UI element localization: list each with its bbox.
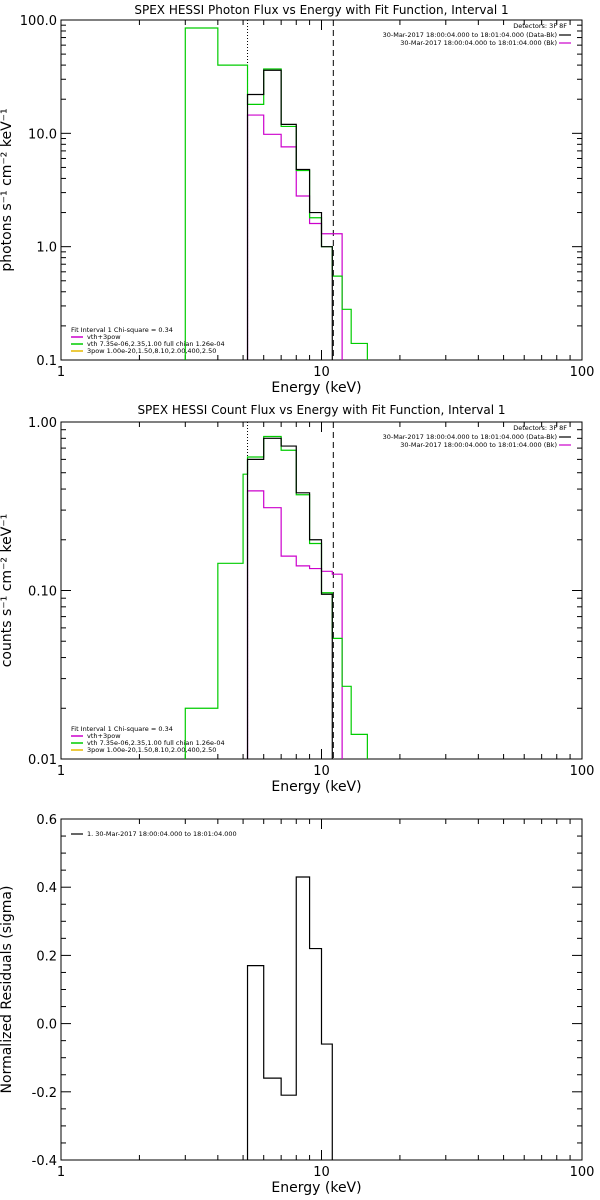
y-tick-label: -0.2: [32, 1086, 57, 1101]
series-1-line: [184, 435, 368, 759]
x-axis-label: Energy (keV): [271, 779, 361, 795]
legend-interval-1: 30-Mar-2017 18:00:04.000 to 18:01:04.000…: [400, 441, 557, 449]
legend-series-1: vth 7.35e-06,2.35,1.00 full chian 1.26e-…: [87, 340, 225, 348]
series-1-line: [184, 27, 368, 360]
y-tick-label: -0.4: [32, 1154, 57, 1169]
legend-detectors: Detectors: 3F 8F: [513, 424, 567, 432]
x-axis-label: Energy (keV): [271, 1180, 361, 1196]
legend-series-1: vth 7.35e-06,2.35,1.00 full chian 1.26e-…: [87, 739, 225, 747]
legend-series-2: 3pow 1.00e-20,1.50,8.10,2.00,400,2.50: [87, 746, 216, 754]
y-tick-label: 0.10: [28, 585, 57, 600]
chart-title: SPEX HESSI Photon Flux vs Energy with Fi…: [134, 3, 508, 17]
series-0-line: [246, 876, 333, 1160]
legend-interval-0: 30-Mar-2017 18:00:04.000 to 18:01:04.000…: [383, 433, 557, 441]
legend-series-2: 3pow 1.00e-20,1.50,8.10,2.00,400,2.50: [87, 347, 216, 355]
x-tick-label: 1: [57, 365, 65, 380]
y-axis-label: counts s⁻¹ cm⁻² keV⁻¹: [0, 514, 15, 668]
legend-interval-0: 30-Mar-2017 18:00:04.000 to 18:01:04.000…: [383, 31, 557, 39]
chart-panel-1: SPEX HESSI Photon Flux vs Energy with Fi…: [0, 3, 594, 396]
y-tick-label: 0.6: [36, 813, 57, 828]
plot-frame: [60, 19, 583, 361]
x-tick-label: 100: [570, 1165, 595, 1180]
y-tick-label: 0.2: [36, 949, 57, 964]
y-tick-label: 10.0: [28, 127, 57, 142]
x-tick-label: 10: [313, 365, 330, 380]
series-0-line: [246, 490, 343, 759]
x-tick-label: 100: [570, 365, 595, 380]
chart-panel-2: SPEX HESSI Count Flux vs Energy with Fit…: [0, 403, 594, 795]
x-tick-label: 100: [570, 764, 595, 779]
y-axis-label: Normalized Residuals (sigma): [0, 886, 15, 1094]
y-tick-label: 0.1: [36, 354, 57, 369]
y-tick-label: 0.4: [36, 881, 57, 896]
legend-detectors: Detectors: 3F 8F: [513, 22, 567, 30]
legend-fit-interval: Fit Interval 1 Chi-square = 0.34: [71, 326, 173, 334]
legend-series-0: vth+3pow: [87, 732, 121, 740]
legend-fit-interval: Fit Interval 1 Chi-square = 0.34: [71, 725, 173, 733]
legend-series-0: vth+3pow: [87, 333, 121, 341]
y-tick-label: 0.0: [36, 1018, 57, 1033]
legend-interval-1: 30-Mar-2017 18:00:04.000 to 18:01:04.000…: [400, 39, 557, 47]
x-tick-label: 1: [57, 764, 65, 779]
chart-title: SPEX HESSI Count Flux vs Energy with Fit…: [137, 403, 505, 417]
x-axis-label: Energy (keV): [271, 380, 361, 396]
series-3-line: [246, 69, 333, 360]
y-tick-label: 100.0: [20, 14, 57, 29]
x-tick-label: 1: [57, 1165, 65, 1180]
series-0-line: [246, 114, 343, 360]
x-tick-label: 10: [313, 1165, 330, 1180]
x-tick-label: 10: [313, 764, 330, 779]
y-tick-label: 1.0: [36, 241, 57, 256]
chart-panel-3: 1 10 100 Energy (keV) -0.4 -0.2 0.0 0.2 0.4 0.6 No…: [0, 813, 594, 1196]
legend-residual-interval: 1. 30-Mar-2017 18:00:04.000 to 18:01:04.…: [87, 830, 237, 838]
y-tick-label: 0.01: [28, 753, 57, 768]
series-3-line: [246, 437, 333, 759]
y-axis-label: photons s⁻¹ cm⁻² keV⁻¹: [0, 108, 15, 271]
y-tick-label: 1.00: [28, 416, 57, 431]
